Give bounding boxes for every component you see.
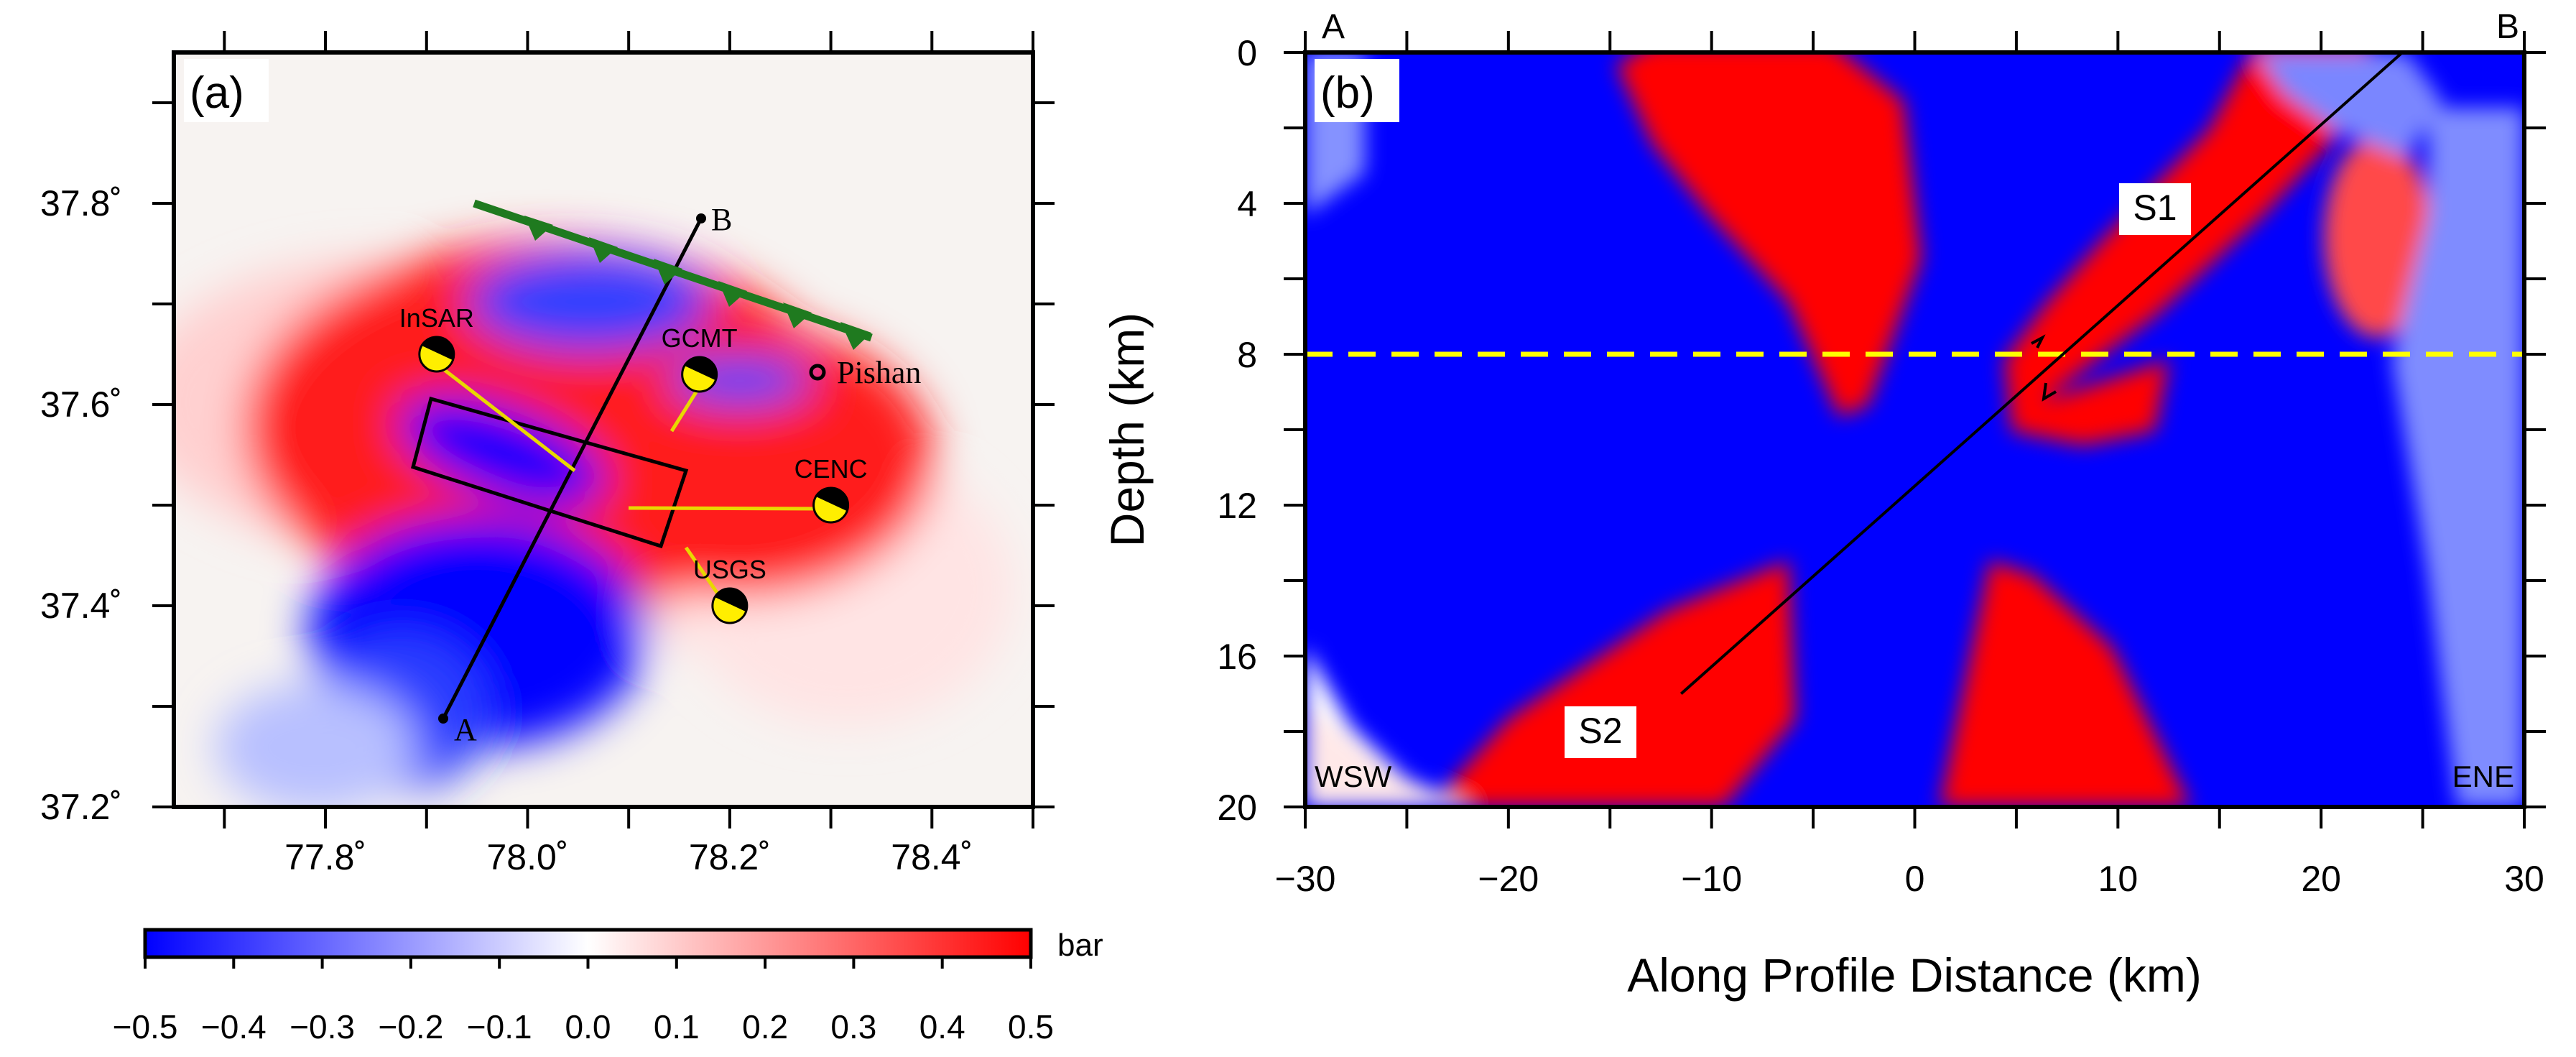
pishan-city-label: Pishan — [837, 355, 921, 390]
beachball-label-usgs: USGS — [693, 555, 766, 584]
pishan-city-marker — [809, 364, 826, 381]
panel-a-xtick-label-78-2: 78.2˚ — [689, 837, 771, 877]
panel-b-label: (b) — [1320, 68, 1375, 118]
beachball-insar: InSAR — [399, 303, 474, 373]
panel-a-ticks: 77.8˚ 78.0˚ 78.2˚ 78.4˚ 37.2˚ 37.4˚ 37.6˚ 37.8˚ — [40, 31, 1055, 877]
colorbar-tick-label-0-1: 0.1 — [654, 1008, 700, 1046]
panel-a-map: A B Pishan InSAR GCMT — [40, 31, 1103, 1046]
panel-a-xtick-label-77-8: 77.8˚ — [284, 837, 366, 877]
colorbar-ticks: −0.5 −0.4 −0.3 −0.2 −0.1 0.0 0.1 0.2 0.3 0.4 0.5 — [113, 957, 1054, 1046]
profile-start-label: A — [454, 712, 477, 747]
profile-end-label: B — [711, 202, 732, 237]
profile-start-marker — [438, 714, 448, 724]
fault-trace-line — [1680, 52, 2404, 695]
x-axis-label: Along Profile Distance (km) — [1627, 948, 2202, 1002]
panel-b-label-box — [1315, 59, 1399, 122]
y-axis-label: Depth (km) — [1101, 313, 1154, 547]
segment-s1-label: S1 — [2133, 188, 2177, 228]
panel-b-ytick-label-20: 20 — [1217, 788, 1257, 828]
colorbar-tick-label-0-0: 0.0 — [565, 1008, 611, 1046]
panel-a-xtick-label-78-4: 78.4˚ — [891, 837, 973, 877]
panel-a-coulomb-field — [174, 241, 1013, 807]
panel-b-xtick-label-30: −30 — [1275, 859, 1336, 899]
thrust-fault-trace — [473, 199, 873, 350]
profile-end-b-label: B — [2496, 8, 2519, 46]
colorbar-tick-label-0-4: 0.4 — [919, 1008, 965, 1046]
panel-b-coulomb-field — [1305, 52, 2524, 807]
colorbar-tick-label-0-5: −0.5 — [113, 1008, 178, 1046]
panel-b-ytick-label-4: 4 — [1237, 184, 1257, 224]
segment-s2-label: S2 — [1578, 711, 1622, 751]
beachball-usgs: USGS — [693, 555, 766, 624]
panel-a-xtick-label-78-0: 78.0˚ — [486, 837, 568, 877]
segment-s2-box — [1565, 706, 1636, 758]
direction-label-wsw: WSW — [1315, 760, 1392, 793]
direction-label-ene: ENE — [2452, 760, 2514, 793]
colorbar-tick-label-0-5: 0.5 — [1008, 1008, 1054, 1046]
panel-a-ytick-label-37-4: 37.4˚ — [40, 586, 122, 626]
colorbar-tick-label-0-2: −0.2 — [378, 1008, 443, 1046]
panel-b-xtick-label-0: 0 — [1905, 859, 1925, 899]
panel-a-ytick-label-37-6: 37.6˚ — [40, 384, 122, 425]
colorbar-tick-label-0-3: 0.3 — [830, 1008, 876, 1046]
panel-b-xtick-label-10: −10 — [1681, 859, 1742, 899]
beachball-gcmt: GCMT — [662, 323, 738, 393]
beachball-label-gcmt: GCMT — [662, 323, 738, 353]
colorbar: bar −0.5 −0.4 −0.3 −0.2 −0.1 0.0 0.1 0.2 0.3 0.4 0… — [113, 928, 1103, 1046]
beachball-label-cenc: CENC — [794, 454, 868, 484]
profile-end-marker — [696, 213, 706, 223]
panel-a-ytick-label-37-8: 37.8˚ — [40, 183, 122, 223]
slip-arrow-up — [2031, 334, 2046, 349]
panel-a-ytick-label-37-2: 37.2˚ — [40, 787, 122, 827]
colorbar-tick-label-0-2: 0.2 — [742, 1008, 788, 1046]
panel-b-xtick-label-30: 30 — [2504, 859, 2544, 899]
fault-plane-outline — [410, 396, 689, 549]
segment-s1-box — [2119, 183, 2191, 235]
panel-b-profile: −30 −20 −10 0 10 20 30 0 4 8 12 16 20 (b) A B WSW EN… — [1101, 8, 2546, 1002]
beachball-label-insar: InSAR — [399, 303, 474, 333]
colorbar-tick-label-0-1: −0.1 — [467, 1008, 532, 1046]
panel-b-xtick-label-10: 10 — [2098, 859, 2139, 899]
profile-end-a-label: A — [1322, 8, 1345, 46]
panel-b-xtick-label-20: −20 — [1478, 859, 1539, 899]
colorbar-tick-label-0-3: −0.3 — [289, 1008, 355, 1046]
slip-arrow-down — [2042, 382, 2057, 402]
panel-a-label: (a) — [190, 68, 244, 118]
panel-b-ytick-label-8: 8 — [1237, 335, 1257, 375]
colorbar-gradient — [143, 928, 1033, 959]
panel-a-frame — [172, 50, 1035, 809]
beachball-cenc: CENC — [794, 454, 868, 524]
focal-mechanisms: InSAR GCMT CENC USGS — [399, 303, 868, 624]
panel-b-xtick-label-20: 20 — [2301, 859, 2341, 899]
panel-b-ytick-label-16: 16 — [1217, 637, 1257, 677]
colorbar-unit-label: bar — [1057, 928, 1103, 963]
panel-b-ytick-label-12: 12 — [1217, 486, 1257, 526]
colorbar-tick-label-0-4: −0.4 — [201, 1008, 267, 1046]
panel-b-ticks: −30 −20 −10 0 10 20 30 0 4 8 12 16 20 — [1217, 31, 2546, 899]
panel-b-ytick-label-0: 0 — [1237, 33, 1257, 73]
panel-a-label-box — [184, 59, 269, 122]
